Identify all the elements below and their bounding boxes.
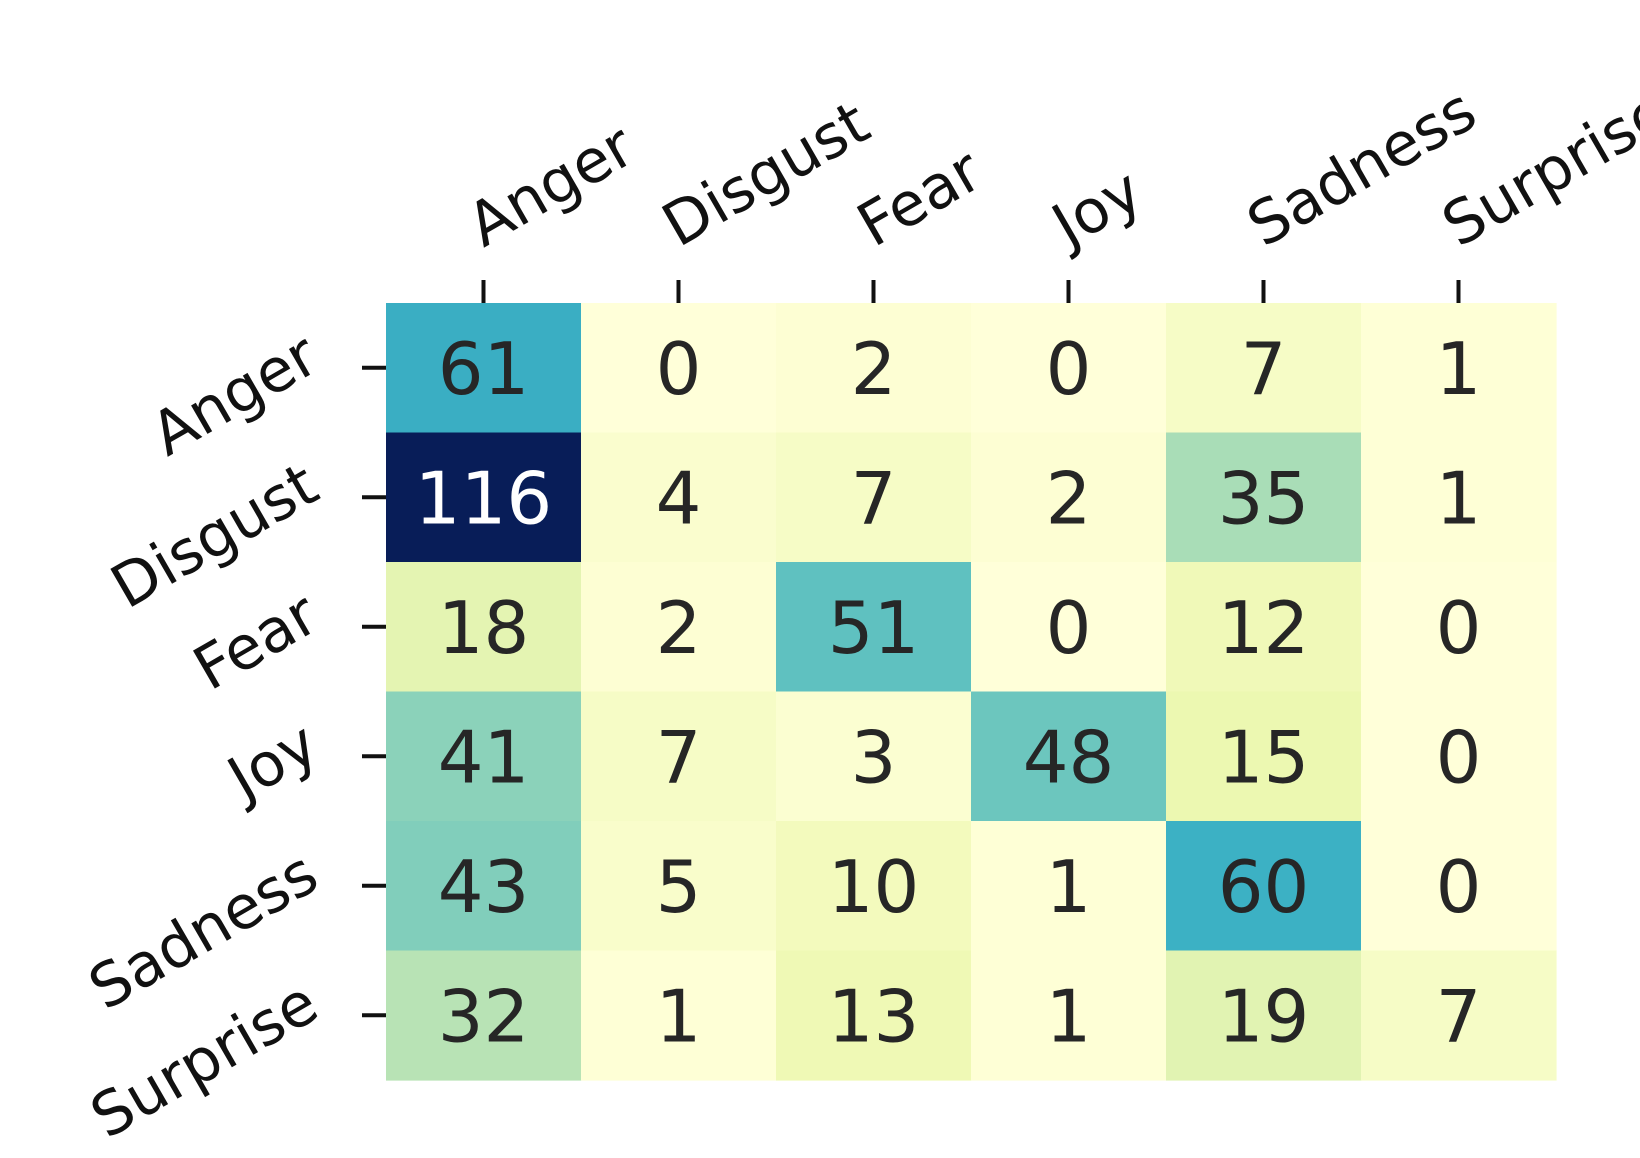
heatmap-cell-joy-fear bbox=[776, 691, 972, 822]
heatmap-cell-disgust-joy bbox=[971, 432, 1167, 563]
cell-value-label: 61 bbox=[438, 327, 530, 411]
cell-value-label: 0 bbox=[1436, 586, 1482, 670]
heatmap-cell-anger-sadness bbox=[1166, 303, 1362, 434]
heatmap-cell-surprise-disgust bbox=[581, 950, 777, 1081]
heatmap-cell-joy-surprise bbox=[1361, 691, 1557, 822]
heatmap-cell-fear-anger bbox=[386, 562, 582, 693]
x-tick-label-joy: Joy bbox=[1038, 155, 1154, 263]
cell-value-label: 41 bbox=[438, 715, 530, 799]
heatmap-cell-sadness-joy bbox=[971, 821, 1167, 952]
cell-value-label: 35 bbox=[1218, 456, 1310, 540]
cell-value-label: 2 bbox=[656, 586, 702, 670]
heatmap-cell-surprise-fear bbox=[776, 950, 972, 1081]
heatmap-cell-joy-joy bbox=[971, 691, 1167, 822]
cell-value-label: 7 bbox=[1436, 974, 1482, 1058]
cell-value-label: 1 bbox=[656, 974, 702, 1058]
heatmap-cell-disgust-disgust bbox=[581, 432, 777, 563]
heatmap-cell-anger-disgust bbox=[581, 303, 777, 434]
cell-value-label: 43 bbox=[438, 845, 530, 929]
heatmap-cell-disgust-fear bbox=[776, 432, 972, 563]
heatmap-cell-sadness-anger bbox=[386, 821, 582, 952]
cell-value-label: 116 bbox=[415, 456, 552, 540]
cell-value-label: 7 bbox=[851, 456, 897, 540]
heatmap-cell-disgust-anger bbox=[386, 432, 582, 563]
cell-value-label: 15 bbox=[1218, 715, 1310, 799]
heatmap-cell-disgust-sadness bbox=[1166, 432, 1362, 563]
cell-value-label: 18 bbox=[438, 586, 530, 670]
heatmap-cell-joy-anger bbox=[386, 691, 582, 822]
heatmap-cell-anger-surprise bbox=[1361, 303, 1557, 434]
heatmap-cell-fear-sadness bbox=[1166, 562, 1362, 693]
y-tick-label-fear: Fear bbox=[182, 579, 330, 705]
heatmap-cell-sadness-disgust bbox=[581, 821, 777, 952]
heatmap-cell-joy-disgust bbox=[581, 691, 777, 822]
x-tick-label-disgust: Disgust bbox=[651, 88, 881, 261]
cell-value-label: 0 bbox=[1436, 715, 1482, 799]
cell-value-label: 32 bbox=[438, 974, 530, 1058]
cell-value-label: 51 bbox=[828, 586, 920, 670]
cell-value-label: 4 bbox=[656, 456, 702, 540]
cell-value-label: 12 bbox=[1218, 586, 1310, 670]
cell-value-label: 7 bbox=[656, 715, 702, 799]
cell-value-label: 10 bbox=[828, 845, 920, 929]
heatmap-cell-anger-fear bbox=[776, 303, 972, 434]
heatmap-cell-surprise-joy bbox=[971, 950, 1167, 1081]
heatmap-cell-surprise-anger bbox=[386, 950, 582, 1081]
y-tick-label-joy: Joy bbox=[213, 709, 329, 817]
heatmap-cell-disgust-surprise bbox=[1361, 432, 1557, 563]
heatmap-cell-surprise-surprise bbox=[1361, 950, 1557, 1081]
cell-value-label: 1 bbox=[1436, 327, 1482, 411]
cell-value-label: 1 bbox=[1436, 456, 1482, 540]
cell-value-label: 1 bbox=[1046, 845, 1092, 929]
x-tick-label-anger: Anger bbox=[456, 111, 646, 261]
heatmap-cell-sadness-sadness bbox=[1166, 821, 1362, 952]
cell-value-label: 0 bbox=[1046, 586, 1092, 670]
heatmap-cell-sadness-fear bbox=[776, 821, 972, 952]
cell-value-label: 13 bbox=[828, 974, 920, 1058]
heatmap-cell-anger-joy bbox=[971, 303, 1167, 434]
y-tick-label-anger: Anger bbox=[140, 320, 330, 470]
heatmap-cell-fear-joy bbox=[971, 562, 1167, 693]
cell-value-label: 7 bbox=[1241, 327, 1287, 411]
heatmap-cell-surprise-sadness bbox=[1166, 950, 1362, 1081]
heatmap-cell-fear-disgust bbox=[581, 562, 777, 693]
heatmap-cell-fear-surprise bbox=[1361, 562, 1557, 693]
cell-value-label: 1 bbox=[1046, 974, 1092, 1058]
cell-value-label: 2 bbox=[851, 327, 897, 411]
cell-value-label: 2 bbox=[1046, 456, 1092, 540]
cell-value-label: 5 bbox=[656, 845, 702, 929]
heatmap-cell-joy-sadness bbox=[1166, 691, 1362, 822]
cell-value-label: 0 bbox=[1436, 845, 1482, 929]
cell-value-label: 0 bbox=[656, 327, 702, 411]
cell-value-label: 48 bbox=[1023, 715, 1115, 799]
heatmap-cell-fear-fear bbox=[776, 562, 972, 693]
cell-value-label: 3 bbox=[851, 715, 897, 799]
heatmap-cell-anger-anger bbox=[386, 303, 582, 434]
cell-value-label: 60 bbox=[1218, 845, 1310, 929]
cell-value-label: 0 bbox=[1046, 327, 1092, 411]
cell-value-label: 19 bbox=[1218, 974, 1310, 1058]
heatmap-cell-sadness-surprise bbox=[1361, 821, 1557, 952]
